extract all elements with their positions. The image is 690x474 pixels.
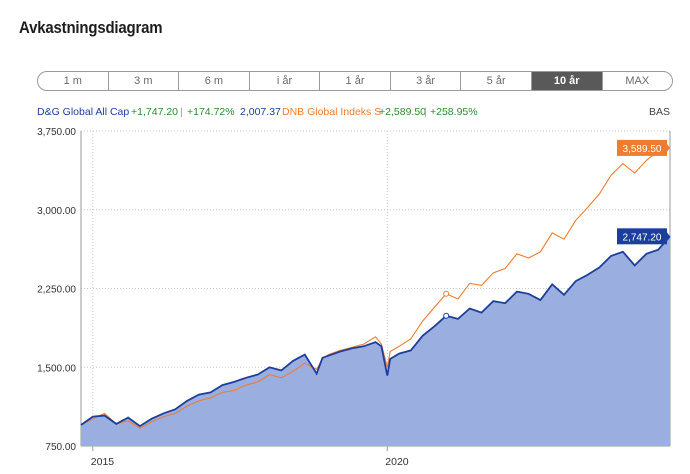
legend-fund2-pct: +258.95% [430,106,478,118]
fund1-area-fill [81,236,670,446]
legend-fund1-value: 2,007.37 [240,106,281,118]
legend-fund2-name[interactable]: DNB Global Indeks S [282,106,382,118]
end-value-labels: 3,589.50 2,747.20 [617,139,670,245]
chart-legend: D&G Global All Cap +1,747.20 | +174.72% … [37,106,673,120]
page-title: Avkastningsdiagram [19,18,163,37]
fund2-hover-marker [443,290,450,297]
range-button-10y[interactable]: 10 år [531,72,603,90]
legend-fund1-pct: +174.72% [187,106,235,118]
fund2-end-label-text: 3,589.50 [623,144,662,155]
x-axis-labels: 2015 2020 [91,456,409,468]
fund2-end-label: 3,589.50 [617,139,670,156]
legend-base-label[interactable]: BAS [649,106,671,118]
y-tick-label: 3,000.00 [37,206,76,217]
fund2-series-line [80,147,671,429]
fund2-end-label-box [617,139,667,156]
range-button-5y[interactable]: 5 år [461,72,532,90]
legend-fund1-name[interactable]: D&G Global All Cap [37,106,130,118]
range-button-1m[interactable]: 1 m [38,72,109,90]
fund1-end-label-pointer [667,232,670,241]
legend-separator: | [424,106,427,118]
fund1-end-label-box [617,228,667,245]
range-selector: 1 m 3 m 6 m i år 1 år 3 år 5 år 10 år MA… [37,71,673,91]
legend-separator: | [180,106,183,118]
x-tick-label: 2020 [385,456,409,468]
y-tick-label: 2,250.00 [37,285,76,296]
range-button-6m[interactable]: 6 m [179,72,250,90]
fund1-end-label-text: 2,747.20 [623,232,662,243]
y-tick-label: 750.00 [45,442,76,453]
fund1-end-label: 2,747.20 [617,228,670,245]
performance-chart: 750.00 1,500.00 2,250.00 3,000.00 3,750.00 2… [37,127,671,468]
x-tick-label: 2015 [91,456,115,468]
range-button-max[interactable]: MAX [625,75,650,87]
fund2-end-label-pointer [667,143,670,152]
fund1-series-line [80,235,671,428]
chart-area [81,236,670,446]
legend-fund1-change: +1,747.20 [131,106,179,118]
y-axis-labels: 750.00 1,500.00 2,250.00 3,000.00 3,750.00 [37,127,76,453]
range-button-1y[interactable]: 1 år [320,72,391,90]
range-button-ytd[interactable]: i år [250,72,321,90]
fund1-hover-marker [443,312,450,319]
legend-fund2-change: +2,589.50 [379,106,427,118]
chart-lines [80,147,671,429]
y-tick-label: 3,750.00 [37,127,76,138]
range-button-3m[interactable]: 3 m [109,72,180,90]
range-button-3y[interactable]: 3 år [391,72,462,90]
y-tick-label: 1,500.00 [37,363,76,374]
